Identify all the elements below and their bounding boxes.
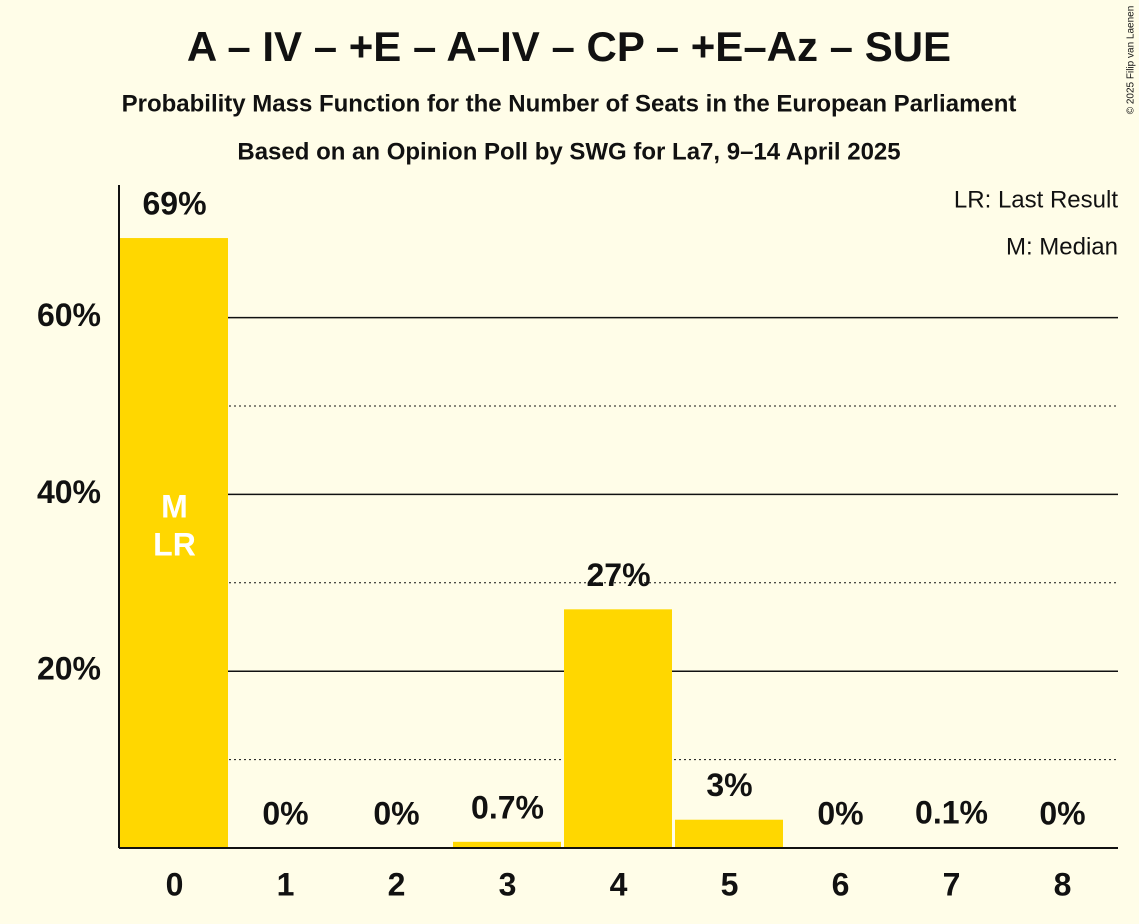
value-label: 0% [1039, 795, 1085, 831]
x-tick-label: 7 [943, 866, 961, 902]
legend-entry: LR: Last Result [954, 186, 1118, 213]
x-tick-label: 3 [499, 866, 517, 902]
x-tick-label: 4 [610, 866, 628, 902]
value-label: 0% [817, 795, 863, 831]
value-label: 0.1% [915, 795, 988, 831]
value-label: 27% [586, 557, 650, 593]
x-tick-label: 5 [721, 866, 739, 902]
bar [120, 238, 228, 849]
y-tick-label: 20% [37, 651, 101, 687]
bar [675, 819, 783, 848]
x-tick-label: 1 [277, 866, 295, 902]
x-tick-label: 0 [166, 866, 184, 902]
legend-entry: M: Median [1006, 233, 1118, 260]
x-tick-label: 2 [388, 866, 406, 902]
y-tick-label: 40% [37, 474, 101, 510]
chart-title: A – IV – +E – A–IV – CP – +E–Az – SUE [187, 23, 951, 70]
value-label: 0.7% [471, 789, 544, 825]
copyright: © 2025 Filip van Laenen [1126, 6, 1137, 115]
bar [453, 841, 561, 848]
value-label: 0% [262, 795, 308, 831]
y-tick-label: 60% [37, 297, 101, 333]
x-tick-label: 8 [1054, 866, 1072, 902]
bar [564, 609, 672, 848]
annotation: LR [153, 526, 196, 562]
value-label: 3% [706, 767, 752, 803]
annotation: M [161, 488, 188, 524]
chart-subtitle: Probability Mass Function for the Number… [122, 90, 1017, 117]
value-label: 69% [142, 185, 206, 221]
x-tick-label: 6 [832, 866, 850, 902]
value-label: 0% [373, 795, 419, 831]
chart-subtitle: Based on an Opinion Poll by SWG for La7,… [237, 138, 900, 165]
